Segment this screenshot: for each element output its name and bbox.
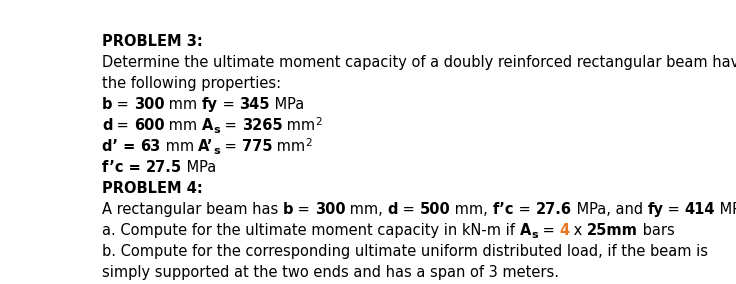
Text: bars: bars	[638, 223, 674, 238]
Text: =: =	[537, 223, 559, 238]
Text: 300: 300	[315, 202, 345, 217]
Text: 27.5: 27.5	[146, 160, 182, 175]
Text: fy: fy	[648, 202, 663, 217]
Text: MPa.: MPa.	[715, 202, 736, 217]
Text: 2: 2	[305, 138, 312, 148]
Text: mm: mm	[282, 118, 315, 133]
Text: s: s	[531, 230, 537, 240]
Text: f’c: f’c	[492, 202, 514, 217]
Text: s: s	[214, 146, 221, 156]
Text: 27.6: 27.6	[536, 202, 572, 217]
Text: 600: 600	[134, 118, 165, 133]
Text: fy: fy	[202, 97, 218, 112]
Text: 4: 4	[559, 223, 569, 238]
Text: 345: 345	[239, 97, 270, 112]
Text: MPa: MPa	[270, 97, 304, 112]
Text: mm,: mm,	[345, 202, 388, 217]
Text: b: b	[102, 97, 113, 112]
Text: d’ =: d’ =	[102, 139, 141, 154]
Text: 25mm: 25mm	[587, 223, 638, 238]
Text: PROBLEM 4:: PROBLEM 4:	[102, 181, 202, 196]
Text: 2: 2	[315, 117, 322, 127]
Text: =: =	[113, 97, 134, 112]
Text: s: s	[213, 125, 220, 135]
Text: mm,: mm,	[450, 202, 492, 217]
Text: the following properties:: the following properties:	[102, 76, 281, 91]
Text: A rectangular beam has: A rectangular beam has	[102, 202, 283, 217]
Text: MPa, and: MPa, and	[572, 202, 648, 217]
Text: d: d	[388, 202, 398, 217]
Text: =: =	[294, 202, 315, 217]
Text: =: =	[663, 202, 684, 217]
Text: mm: mm	[165, 97, 202, 112]
Text: Determine the ultimate moment capacity of a doubly reinforced rectangular beam h: Determine the ultimate moment capacity o…	[102, 55, 736, 70]
Text: 63: 63	[141, 139, 160, 154]
Text: a. Compute for the ultimate moment capacity in kN-m if: a. Compute for the ultimate moment capac…	[102, 223, 520, 238]
Text: x: x	[569, 223, 587, 238]
Text: mm: mm	[272, 139, 305, 154]
Text: 300: 300	[134, 97, 165, 112]
Text: mm: mm	[165, 118, 202, 133]
Text: PROBLEM 3:: PROBLEM 3:	[102, 34, 202, 49]
Text: MPa: MPa	[182, 160, 216, 175]
Text: A’: A’	[199, 139, 214, 154]
Text: =: =	[220, 118, 241, 133]
Text: =: =	[514, 202, 536, 217]
Text: =: =	[113, 118, 134, 133]
Text: =: =	[398, 202, 420, 217]
Text: =: =	[221, 139, 242, 154]
Text: 775: 775	[242, 139, 272, 154]
Text: f’c =: f’c =	[102, 160, 146, 175]
Text: b. Compute for the corresponding ultimate uniform distributed load, if the beam : b. Compute for the corresponding ultimat…	[102, 244, 708, 259]
Text: 414: 414	[684, 202, 715, 217]
Text: 3265: 3265	[241, 118, 282, 133]
Text: mm: mm	[160, 139, 199, 154]
Text: A: A	[520, 223, 531, 238]
Text: d: d	[102, 118, 113, 133]
Text: A: A	[202, 118, 213, 133]
Text: simply supported at the two ends and has a span of 3 meters.: simply supported at the two ends and has…	[102, 265, 559, 280]
Text: 500: 500	[420, 202, 450, 217]
Text: b: b	[283, 202, 294, 217]
Text: =: =	[218, 97, 239, 112]
